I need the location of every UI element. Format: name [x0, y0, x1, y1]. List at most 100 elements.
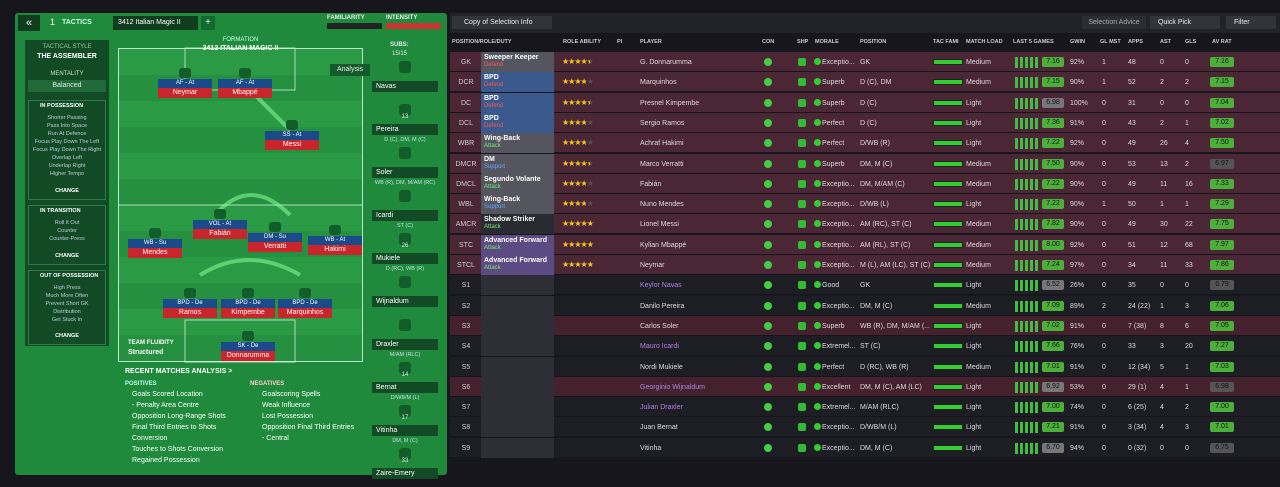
morale-icon	[814, 179, 821, 187]
sub-name[interactable]: Draxler	[372, 339, 438, 350]
sub-name[interactable]: Pereira	[372, 124, 438, 135]
form-bar	[1035, 239, 1038, 251]
cell-ast: 12	[1160, 241, 1168, 249]
form-bar	[1025, 77, 1028, 89]
shp-icon	[798, 78, 806, 87]
filter[interactable]: Filter	[1226, 16, 1276, 29]
cell-position: D/WB (L)	[860, 201, 889, 209]
player-name[interactable]: Fabián	[193, 229, 247, 239]
player-role: SS - At	[265, 131, 319, 140]
shp-icon	[798, 139, 806, 148]
cell-gwin: 89%	[1070, 302, 1085, 310]
back-button[interactable]: «	[18, 15, 40, 31]
form-bar	[1015, 199, 1018, 211]
player-role: AF - At	[158, 79, 212, 88]
form-bar	[1030, 219, 1033, 231]
form-bar	[1035, 117, 1038, 129]
player-name[interactable]: Messi	[265, 140, 319, 150]
selection-advice[interactable]: Selection Advice	[1082, 16, 1146, 29]
row-pos: DCL	[458, 119, 473, 127]
cell-position: ST (C)	[860, 343, 881, 351]
form: 7.15	[1042, 77, 1064, 88]
add-tactic[interactable]: +	[201, 16, 215, 30]
sub-name[interactable]: Soler	[372, 167, 438, 178]
cell-gwin: 90%	[1070, 160, 1085, 168]
cell-gwin: 90%	[1070, 180, 1085, 188]
section-box	[28, 270, 106, 345]
cell-gls: 6	[1185, 322, 1189, 330]
sub-name[interactable]: Navas	[372, 81, 438, 92]
av-rat: 6.75	[1210, 442, 1234, 453]
form-bar	[1035, 280, 1038, 292]
role-cell	[481, 376, 554, 397]
form: 7.24	[1042, 260, 1064, 270]
role: Shadow Striker	[484, 216, 535, 224]
morale-icon	[814, 281, 821, 289]
sub-position: WB (R), DM, M/AM (RC)	[374, 180, 436, 186]
shp-icon	[798, 362, 806, 371]
section-title: IN TRANSITION	[40, 208, 81, 214]
shp-icon	[798, 118, 806, 127]
role: Wing-Back	[484, 196, 521, 204]
change-button[interactable]: CHANGE	[55, 188, 79, 194]
sub-name[interactable]: Zaire-Emery	[372, 468, 438, 479]
tactic-name[interactable]: 3412 Italian Magic II	[113, 16, 198, 30]
sub-name[interactable]: Icardi	[372, 210, 438, 221]
sub-name[interactable]: Mukiele	[372, 253, 438, 264]
mentality[interactable]: Balanced	[28, 80, 106, 92]
copy-dropdown[interactable]: Copy of Selection Info	[452, 16, 552, 29]
stars-bg: ★★★★★	[562, 117, 594, 127]
player-name[interactable]: Donnarumma	[221, 351, 275, 361]
tac-fam	[933, 282, 963, 289]
sub-name[interactable]: Vitinha	[372, 425, 438, 436]
row-pos: WBR	[457, 140, 475, 148]
sub-name[interactable]: Bernat	[372, 382, 438, 393]
cell-gls: 1	[1185, 383, 1189, 391]
player-name[interactable]: Neymar	[158, 88, 212, 98]
role-ability: ★★★★★	[562, 239, 594, 249]
cell-gls: 3	[1185, 424, 1189, 432]
cell-morale: Exceptio...	[822, 241, 855, 249]
player-name[interactable]: Ramos	[163, 308, 217, 318]
change-button[interactable]: CHANGE	[55, 253, 79, 259]
cell-gls: 2	[1185, 160, 1189, 168]
column-header: GWIN	[1070, 39, 1085, 45]
positive: Regained Possession	[132, 457, 200, 464]
form: 7.22	[1042, 199, 1064, 210]
tactic-slot: 1	[50, 17, 56, 27]
cell-load: Light	[966, 322, 982, 330]
form-bar	[1015, 361, 1018, 373]
form-bar	[1015, 422, 1018, 434]
instruction: Underlap Right	[48, 163, 86, 169]
analysis-button[interactable]: Analysis	[330, 64, 370, 76]
cell-gls: 20	[1185, 343, 1193, 351]
player-name[interactable]: Mendes	[128, 248, 182, 258]
change-button[interactable]: CHANGE	[55, 333, 79, 339]
cell-gls: 3	[1185, 302, 1189, 310]
cell-position: GK	[860, 282, 871, 290]
shirt	[242, 331, 254, 341]
form: 7.02	[1042, 320, 1064, 331]
player-name[interactable]: Verratti	[248, 242, 302, 252]
sub-name[interactable]: Wijnaldum	[372, 296, 438, 307]
cell-load: Medium	[966, 221, 991, 229]
cell-glmst: 0	[1102, 282, 1106, 290]
form-bar	[1035, 381, 1038, 393]
player-name[interactable]: Mbappé	[218, 88, 272, 98]
player-name[interactable]: Hakimi	[308, 245, 362, 255]
con-icon	[764, 443, 772, 452]
player-name[interactable]: Kimpembe	[221, 308, 275, 318]
player-name[interactable]: Marquinhos	[278, 308, 332, 318]
cell-player: Georginio Wijnaldum	[640, 383, 705, 391]
cell-gwin: 74%	[1070, 404, 1085, 412]
con-icon	[764, 423, 772, 432]
cell-gwin: 91%	[1070, 119, 1085, 127]
fluidity: Structured	[128, 349, 164, 356]
form-bar	[1015, 300, 1018, 312]
cell-gls: 33	[1185, 262, 1193, 269]
cell-morale: Superb	[822, 160, 845, 168]
role-cell	[481, 397, 554, 418]
cell-apps: 48	[1128, 59, 1136, 66]
cell-gls: 0	[1185, 282, 1189, 290]
quick-pick[interactable]: Quick Pick	[1150, 16, 1220, 29]
